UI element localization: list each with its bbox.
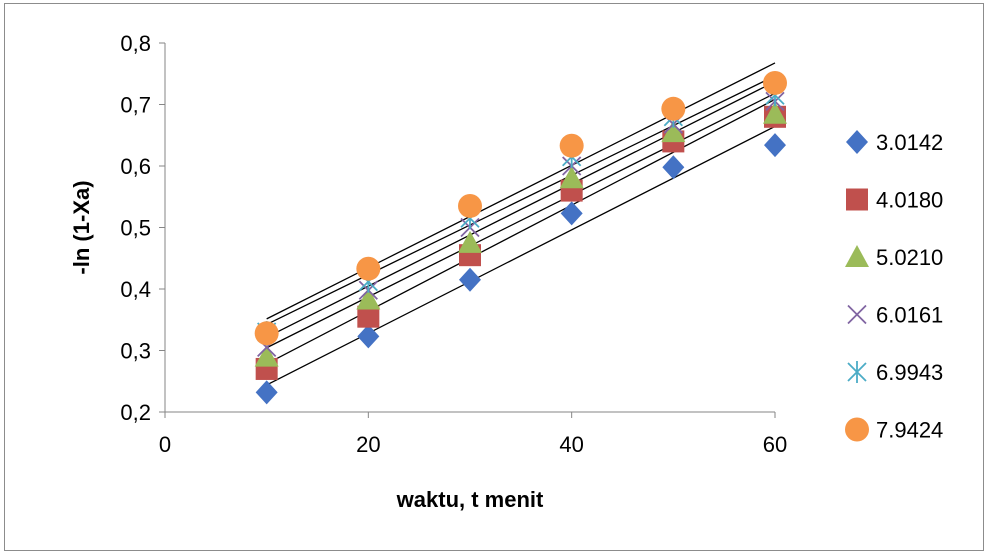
x-tick-label: 20 [356, 432, 380, 457]
data-point [356, 256, 381, 281]
legend-label: 6.0161 [876, 303, 943, 328]
data-point [357, 305, 380, 328]
y-tick-label: 0,4 [120, 277, 151, 302]
data-point [560, 201, 583, 226]
data-point [559, 133, 584, 158]
axes: 0,2 0,3 0,4 0,5 0,6 0,7 0,8 0 20 40 60 [120, 31, 787, 457]
trend-lines [266, 62, 776, 386]
series-3.0142 [255, 133, 786, 405]
x-tick-label: 0 [159, 432, 171, 457]
series-5.0210 [254, 101, 787, 367]
trend-line [266, 98, 776, 365]
trend-line [266, 125, 776, 386]
data-point [559, 166, 584, 189]
scatter-chart: 0,2 0,3 0,4 0,5 0,6 0,7 0,8 0 20 40 60 3.0142 4.018… [69, 31, 943, 512]
data-point [662, 155, 685, 180]
y-tick-label: 0,3 [120, 339, 151, 364]
legend-label: 5.0210 [876, 245, 943, 270]
y-tick-label: 0,7 [120, 93, 151, 118]
data-point [763, 70, 787, 95]
legend-marker [845, 417, 869, 442]
data-point [458, 230, 482, 253]
data-point [254, 344, 279, 367]
trend-line [266, 75, 776, 325]
legend-marker [847, 304, 867, 325]
legend-marker [846, 130, 868, 154]
data-point [764, 133, 786, 158]
x-axis-title: waktu, t menit [396, 487, 544, 512]
series-6.0161 [257, 91, 785, 358]
legend: 3.0142 4.0180 5.0210 6.0161 6.9943 7.9424 [845, 130, 943, 443]
legend-marker [845, 245, 869, 267]
legend-label: 3.0142 [876, 130, 943, 155]
data-point [661, 96, 686, 121]
x-tick-label: 40 [559, 432, 583, 457]
legend-label: 4.0180 [876, 188, 943, 213]
y-tick-label: 0,5 [120, 216, 151, 241]
data-point [357, 324, 380, 349]
data-points [254, 70, 787, 405]
legend-label: 7.9424 [876, 418, 943, 443]
chart-area: 0,2 0,3 0,4 0,5 0,6 0,7 0,8 0 20 40 60 3.0142 4.018… [4, 3, 984, 551]
trend-line [266, 81, 776, 338]
legend-marker [846, 188, 868, 211]
data-point [459, 267, 481, 292]
series-6.9943 [257, 84, 785, 344]
x-tick-label: 60 [763, 432, 787, 457]
legend-marker [847, 361, 867, 383]
data-point [763, 101, 787, 124]
data-point [458, 193, 482, 218]
y-tick-label: 0,6 [120, 154, 151, 179]
data-point [254, 321, 279, 346]
trend-line [266, 92, 776, 349]
data-point [255, 380, 278, 405]
data-point [661, 120, 686, 143]
series-7.9424 [254, 70, 787, 346]
legend-label: 6.9943 [876, 360, 943, 385]
series-4.0180 [255, 105, 786, 380]
trend-line [266, 62, 776, 320]
y-tick-label: 0,8 [120, 31, 151, 56]
y-tick-label: 0,2 [120, 400, 151, 425]
y-axis-title: -ln (1-Xa) [69, 180, 94, 274]
data-point [356, 287, 381, 310]
